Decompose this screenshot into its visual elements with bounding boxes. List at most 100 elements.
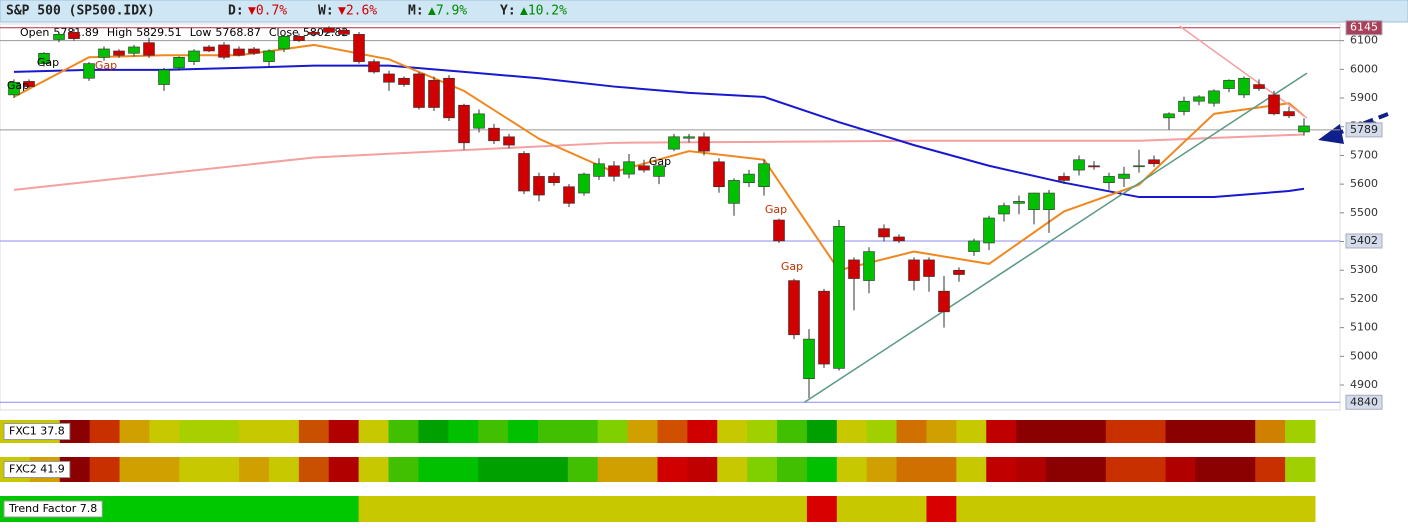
heat-cell	[1046, 496, 1077, 522]
heat-cell	[1075, 420, 1107, 443]
ohlc-label: High	[107, 26, 132, 39]
heat-cell	[388, 457, 419, 482]
candle-body	[938, 290, 950, 313]
candle-body	[1043, 192, 1055, 210]
heat-cell	[328, 420, 360, 443]
candle-body	[668, 136, 680, 150]
candle-body	[8, 81, 20, 96]
candle-body	[443, 77, 455, 119]
y-tick-label: 5900	[1350, 91, 1378, 104]
heat-cell	[717, 457, 748, 482]
level-label-box	[1345, 20, 1383, 36]
change-value: ▲10.2%	[520, 4, 567, 19]
heat-cell	[119, 496, 150, 522]
candle-body	[893, 236, 905, 242]
candle-body	[1178, 100, 1190, 112]
candle-body	[1283, 111, 1295, 117]
heat-cell	[1255, 496, 1286, 522]
candle-body	[1058, 176, 1070, 181]
heat-cell	[119, 457, 150, 482]
candle-body	[473, 113, 485, 129]
level-label: 4840	[1350, 395, 1378, 408]
annotation: Gap	[95, 59, 117, 72]
candle-body	[878, 228, 890, 238]
candle-body	[833, 226, 845, 369]
heat-cell	[1105, 457, 1137, 482]
heat-cell	[836, 457, 868, 482]
candle-body	[953, 269, 965, 275]
annotation: Gap	[7, 79, 29, 92]
indicator-label-box	[3, 423, 71, 440]
candle-body	[458, 104, 470, 144]
change-value: ▼2.6%	[338, 4, 377, 19]
candle-body	[143, 42, 155, 56]
indicator-label: FXC1 37.8	[9, 425, 65, 438]
heat-cell	[268, 420, 300, 443]
candle-body	[968, 240, 980, 252]
heat-cell	[358, 457, 390, 482]
candle-body	[1163, 113, 1175, 119]
heat-cell	[239, 420, 270, 443]
heat-cell	[418, 457, 449, 482]
change-label: W:	[318, 4, 334, 19]
candle-body	[1103, 176, 1115, 184]
heat-cell	[1285, 420, 1316, 443]
y-tick-label: 5300	[1350, 263, 1378, 276]
heat-cell	[986, 420, 1017, 443]
heat-cell	[926, 496, 957, 522]
heat-cell	[747, 457, 778, 482]
heat-cell	[806, 420, 838, 443]
candle-body	[1208, 90, 1220, 104]
heat-cell	[627, 420, 658, 443]
candle-body	[1268, 94, 1280, 115]
heat-cell	[836, 420, 868, 443]
heat-cell	[956, 496, 987, 522]
level-label: 5789	[1350, 123, 1378, 136]
heat-cell	[1165, 420, 1196, 443]
heat-cell	[657, 496, 688, 522]
heat-cell	[358, 420, 390, 443]
candle-body	[38, 52, 50, 64]
heat-cell	[328, 457, 360, 482]
heat-cell	[1285, 457, 1316, 482]
heat-cell	[1195, 496, 1226, 522]
heat-cell	[597, 457, 629, 482]
heat-cell	[209, 457, 240, 482]
heat-cell	[1225, 457, 1256, 482]
level-label-box	[1345, 233, 1383, 249]
heat-cell	[179, 496, 210, 522]
level-label: 6145	[1350, 21, 1378, 34]
candle-body	[653, 165, 665, 177]
heat-cell	[806, 457, 838, 482]
heat-cell	[627, 496, 658, 522]
heat-cell	[1075, 496, 1107, 522]
heat-cell	[1225, 496, 1256, 522]
candle-body	[533, 176, 545, 196]
candle-body	[23, 81, 35, 87]
candle-body	[428, 79, 440, 108]
change-value: ▲7.9%	[428, 4, 467, 19]
candle-body	[848, 259, 860, 279]
y-tick-label: 5000	[1350, 349, 1378, 362]
candle-body	[818, 290, 830, 365]
indicator-label-box	[3, 500, 103, 518]
heat-cell	[388, 496, 419, 522]
heat-cell	[956, 420, 987, 443]
heat-cell	[388, 420, 419, 443]
candle-body	[1013, 201, 1025, 204]
candle-body	[1148, 159, 1160, 165]
heat-cell	[777, 457, 808, 482]
candle-body	[503, 136, 515, 146]
candle-body	[263, 50, 275, 62]
candle-body	[308, 32, 320, 35]
heat-cell	[717, 496, 748, 522]
heat-cell	[448, 457, 479, 482]
candle-body	[113, 50, 125, 56]
heat-cell	[179, 420, 210, 443]
heat-cell	[448, 496, 479, 522]
candle-body	[623, 161, 635, 175]
candle-body	[1118, 173, 1130, 179]
heat-cell	[508, 420, 539, 443]
